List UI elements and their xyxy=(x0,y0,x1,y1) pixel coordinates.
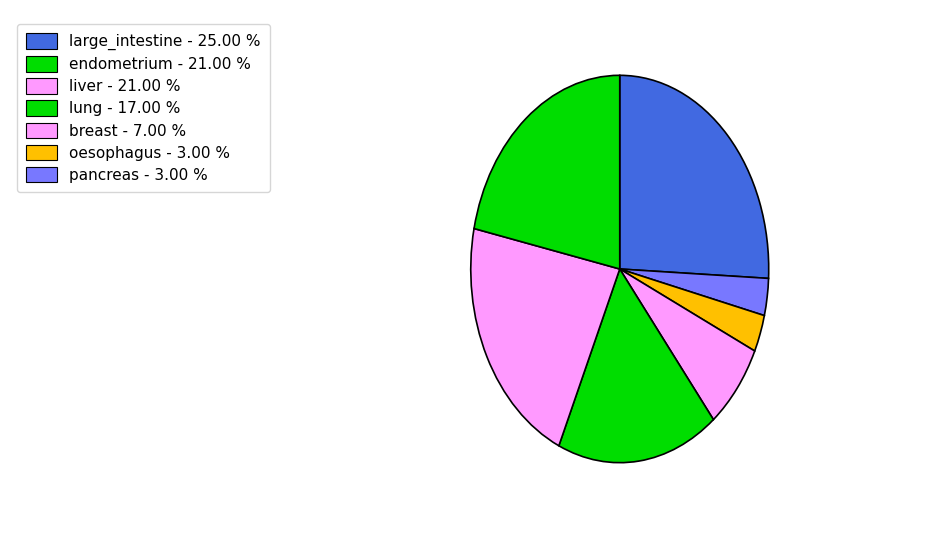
Wedge shape xyxy=(620,269,755,420)
Wedge shape xyxy=(470,229,620,446)
Wedge shape xyxy=(620,269,768,316)
Wedge shape xyxy=(559,269,714,463)
Wedge shape xyxy=(474,75,620,269)
Wedge shape xyxy=(620,75,769,278)
Legend: large_intestine - 25.00 %, endometrium - 21.00 %, liver - 21.00 %, lung - 17.00 : large_intestine - 25.00 %, endometrium -… xyxy=(17,24,269,192)
Wedge shape xyxy=(620,269,764,351)
